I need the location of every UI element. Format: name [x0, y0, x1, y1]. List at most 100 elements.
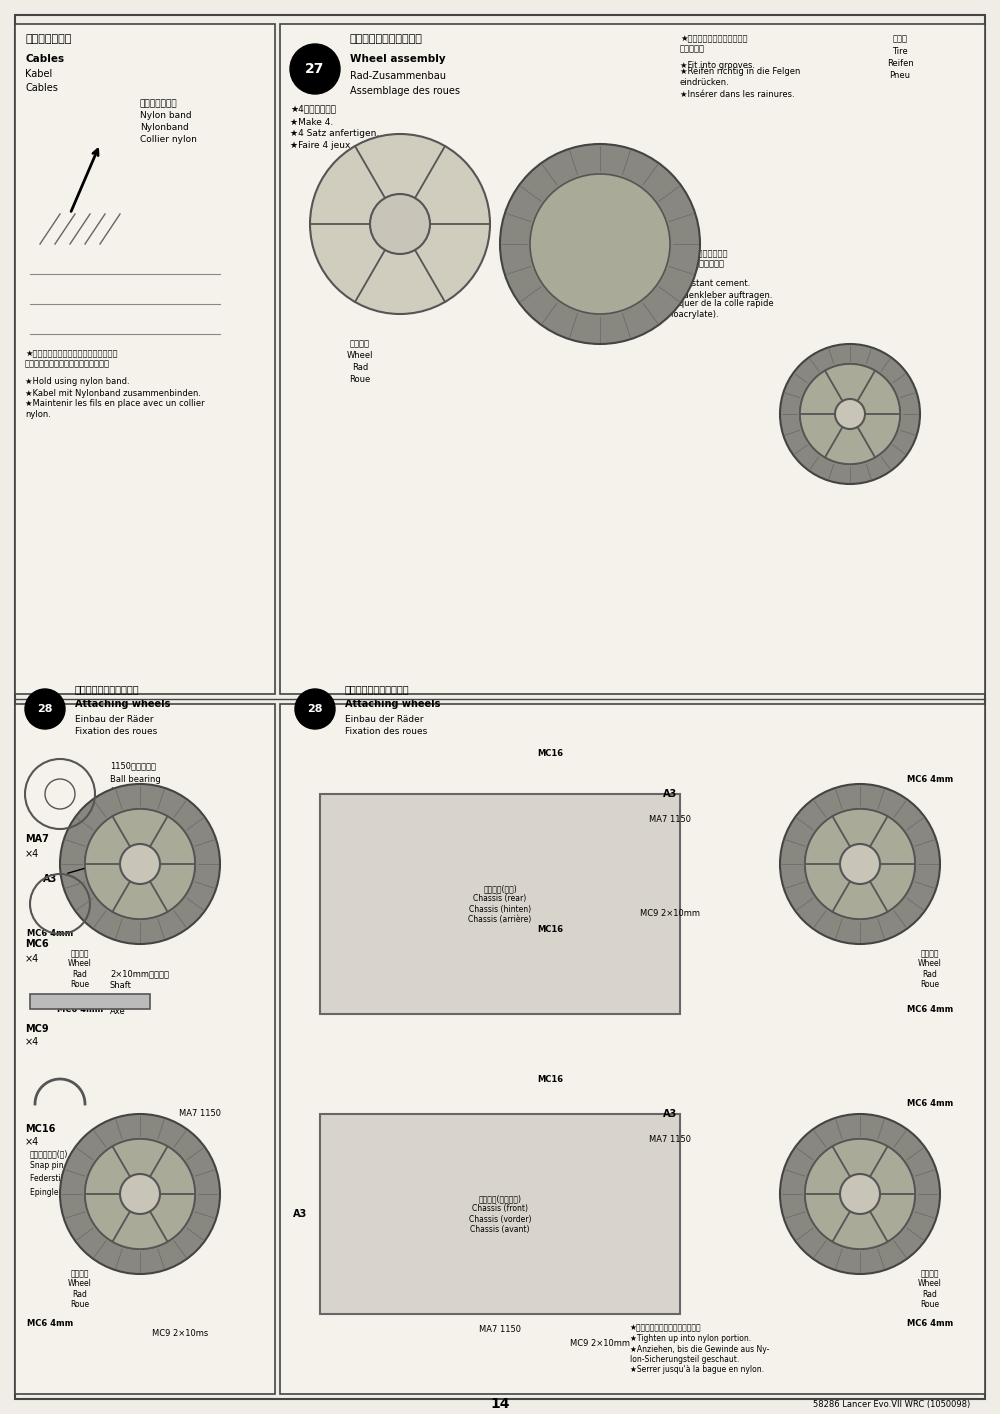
- Text: ★ナイロン部までしめ込みます。
★Tighten up into nylon portion.
★Anziehen, bis die Gewinde aus N: ★ナイロン部までしめ込みます。 ★Tighten up into nylon p…: [630, 1324, 769, 1374]
- Text: MC6 4mm: MC6 4mm: [57, 1004, 103, 1014]
- Text: Cables: Cables: [25, 83, 58, 93]
- Bar: [320, 1114, 680, 1314]
- Text: Reifen: Reifen: [887, 58, 913, 68]
- Circle shape: [85, 1140, 195, 1249]
- Text: ホイール
Wheel
Rad
Roue: ホイール Wheel Rad Roue: [918, 949, 942, 990]
- Text: 《ホイールの取り付け》: 《ホイールの取り付け》: [75, 684, 140, 694]
- Circle shape: [840, 1174, 880, 1215]
- Bar: [280, 704, 985, 1394]
- Bar: [280, 24, 985, 694]
- Text: ★Kabel mit Nylonband zusammenbinden.: ★Kabel mit Nylonband zusammenbinden.: [25, 389, 201, 399]
- Text: ホイール
Wheel
Rad
Roue: ホイール Wheel Rad Roue: [918, 1268, 942, 1309]
- Text: Fixation des roues: Fixation des roues: [345, 727, 427, 737]
- Text: ×4: ×4: [25, 954, 39, 964]
- Text: ★Sekundenkleber auftragen.: ★Sekundenkleber auftragen.: [650, 290, 772, 300]
- Text: ★Fit into grooves.: ★Fit into grooves.: [680, 61, 755, 71]
- Text: MC16: MC16: [537, 925, 563, 933]
- Text: Snap pin (small): Snap pin (small): [30, 1161, 93, 1171]
- Circle shape: [805, 809, 915, 919]
- Text: ホイール
Wheel
Rad
Roue: ホイール Wheel Rad Roue: [68, 1268, 92, 1309]
- Text: ★Faire 4 jeux.: ★Faire 4 jeux.: [290, 141, 353, 150]
- Text: A3: A3: [293, 1209, 307, 1219]
- Text: Kabel: Kabel: [25, 69, 52, 79]
- Text: 4mmフランジロックナット: 4mmフランジロックナット: [110, 868, 176, 877]
- Text: ★Maintenir les fils en place avec un collier
nylon.: ★Maintenir les fils en place avec un col…: [25, 399, 205, 419]
- Circle shape: [835, 399, 865, 428]
- Text: MA7 1150: MA7 1150: [649, 814, 691, 823]
- Text: MC9 2×10mm: MC9 2×10mm: [570, 1339, 630, 1349]
- Bar: [15, 24, 275, 694]
- Text: ★タイヤとホイールの間に瞬間接
着剤をながし込んで接着します。: ★タイヤとホイールの間に瞬間接 着剤をながし込んで接着します。: [650, 249, 728, 269]
- Text: Roulement à billes: Roulement à billes: [110, 799, 188, 809]
- Text: Rad-Zusammenbau: Rad-Zusammenbau: [350, 71, 446, 81]
- Text: ナイロンバンド: ナイロンバンド: [140, 99, 178, 109]
- Text: Ball bearing: Ball bearing: [110, 775, 161, 783]
- Circle shape: [85, 809, 195, 919]
- Text: Achse: Achse: [110, 994, 135, 1004]
- Circle shape: [780, 1114, 940, 1274]
- Text: MC6 4mm: MC6 4mm: [27, 1319, 73, 1329]
- Circle shape: [60, 783, 220, 945]
- Circle shape: [60, 1114, 220, 1274]
- Text: Kugellager: Kugellager: [110, 788, 155, 796]
- Circle shape: [800, 363, 900, 464]
- Text: MA7 1150: MA7 1150: [479, 1325, 521, 1333]
- Text: 《ホイールの取り付け》: 《ホイールの取り付け》: [345, 684, 410, 694]
- Text: ★Appliquer de la colle rapide
(cyanoacrylate).: ★Appliquer de la colle rapide (cyanoacry…: [650, 300, 774, 318]
- Text: タイヤ: タイヤ: [893, 34, 908, 44]
- Text: Shaft: Shaft: [110, 981, 132, 990]
- Text: ×4: ×4: [25, 1036, 39, 1046]
- Circle shape: [530, 174, 670, 314]
- Text: Nylon band: Nylon band: [140, 112, 192, 120]
- Text: MC16: MC16: [537, 1075, 563, 1083]
- Text: シャーシ(リヤ)
Chassis (rear)
Chassis (hinten)
Chassis (arrière): シャーシ(リヤ) Chassis (rear) Chassis (hinten)…: [468, 884, 532, 925]
- Text: ★配線コードはジャマにならないように
ナイロンバンドでたばねておきます。: ★配線コードはジャマにならないように ナイロンバンドでたばねておきます。: [25, 349, 118, 369]
- Circle shape: [780, 344, 920, 484]
- Text: Fixation des roues: Fixation des roues: [75, 727, 157, 737]
- Text: ★4 Satz anfertigen.: ★4 Satz anfertigen.: [290, 130, 379, 139]
- Text: Roue: Roue: [349, 376, 371, 385]
- Text: Attaching wheels: Attaching wheels: [75, 699, 170, 708]
- Text: 《ホイールの組み立て》: 《ホイールの組み立て》: [350, 34, 423, 44]
- Text: Axe: Axe: [110, 1008, 126, 1017]
- Text: MC6 4mm: MC6 4mm: [907, 1004, 953, 1014]
- Circle shape: [85, 1140, 195, 1249]
- Bar: [320, 795, 680, 1014]
- Text: MC6 4mm: MC6 4mm: [27, 929, 73, 939]
- Circle shape: [120, 1174, 160, 1215]
- Circle shape: [290, 44, 340, 93]
- Text: A3: A3: [43, 874, 57, 884]
- Text: ★Hold using nylon band.: ★Hold using nylon band.: [25, 378, 130, 386]
- Text: MC6: MC6: [25, 939, 49, 949]
- Text: Rad: Rad: [352, 363, 368, 372]
- Text: MC16: MC16: [25, 1124, 55, 1134]
- Circle shape: [25, 689, 65, 730]
- Text: 28: 28: [307, 704, 323, 714]
- Text: ★Apply instant cement.: ★Apply instant cement.: [650, 280, 750, 288]
- Text: Epingle métallique (petite): Epingle métallique (petite): [30, 1188, 133, 1196]
- Circle shape: [780, 783, 940, 945]
- Text: MA7 1150: MA7 1150: [179, 1110, 221, 1118]
- Text: 1150ベアリング: 1150ベアリング: [110, 762, 156, 771]
- Text: 27: 27: [305, 62, 325, 76]
- Text: ホイール
Wheel
Rad
Roue: ホイール Wheel Rad Roue: [68, 949, 92, 990]
- Text: Einbau der Räder: Einbau der Räder: [75, 714, 154, 724]
- Text: ★Reifen richtig in die Felgen
eindrücken.: ★Reifen richtig in die Felgen eindrücken…: [680, 68, 800, 86]
- Text: ★Make 4.: ★Make 4.: [290, 117, 333, 126]
- Text: MC9: MC9: [25, 1024, 49, 1034]
- Text: Attaching wheels: Attaching wheels: [345, 699, 440, 708]
- Circle shape: [120, 844, 160, 884]
- Text: MA7 1150: MA7 1150: [649, 1134, 691, 1144]
- Circle shape: [85, 809, 195, 919]
- Text: Wheel assembly: Wheel assembly: [350, 54, 446, 64]
- Text: MC16: MC16: [537, 749, 563, 758]
- Bar: [15, 704, 275, 1394]
- Text: 58286 Lancer Evo.VII WRC (1050098): 58286 Lancer Evo.VII WRC (1050098): [813, 1400, 970, 1408]
- Text: MC6 4mm: MC6 4mm: [907, 1319, 953, 1329]
- Text: Collier nylon: Collier nylon: [140, 136, 197, 144]
- Circle shape: [805, 1140, 915, 1249]
- Text: ★4個作ります。: ★4個作ります。: [290, 105, 336, 113]
- Text: MA7: MA7: [25, 834, 49, 844]
- Text: Federstift (klein): Federstift (klein): [30, 1175, 93, 1184]
- Text: ホイール: ホイール: [350, 339, 370, 348]
